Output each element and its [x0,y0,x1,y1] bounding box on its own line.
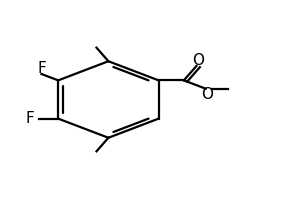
Text: F: F [37,61,46,76]
Text: O: O [192,53,204,68]
Text: F: F [26,111,34,126]
Text: O: O [201,87,213,102]
